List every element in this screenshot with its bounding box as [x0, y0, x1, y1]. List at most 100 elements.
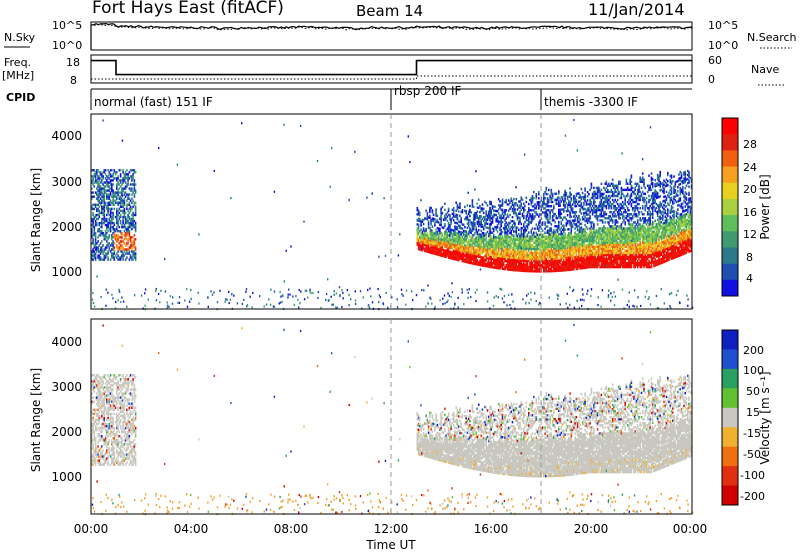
power-cell [99, 187, 102, 190]
power-cell [515, 232, 518, 235]
power-cell [518, 228, 520, 232]
power-cell [454, 243, 456, 247]
power-cell [132, 236, 134, 239]
power-cell [103, 195, 106, 198]
power-cell [422, 243, 425, 246]
power-cell [98, 254, 101, 257]
power-cell [439, 241, 441, 245]
power-cell [126, 217, 128, 221]
power-cell [129, 244, 132, 247]
power-cell [123, 234, 126, 237]
power-cell [479, 249, 481, 252]
power-cell [431, 211, 434, 214]
power-cell [505, 217, 507, 220]
power-cell [98, 223, 101, 227]
power-cell [465, 260, 467, 264]
power-cell [441, 212, 444, 215]
power-cell [431, 231, 434, 234]
power-cell [528, 209, 530, 212]
power-cell [475, 238, 477, 241]
power-cell [535, 260, 538, 263]
power-cell [436, 243, 439, 246]
power-cell [116, 217, 118, 221]
power-cell [513, 210, 515, 213]
power-cell [630, 184, 633, 187]
power-cell [132, 258, 134, 261]
power-cell [133, 240, 136, 243]
power-cell [529, 255, 531, 259]
power-cell [104, 236, 107, 239]
power-cell [523, 259, 525, 262]
power-cell [511, 256, 514, 259]
power-cell [529, 257, 531, 261]
power-cell [510, 232, 512, 235]
cpid-segment-rbsp: rbsp 200 IF [394, 84, 461, 98]
power-cell [506, 256, 509, 259]
power-cell [531, 201, 534, 204]
power-cell [529, 251, 531, 255]
power-cell [477, 261, 480, 264]
power-cell [586, 195, 589, 198]
power-cell [460, 255, 462, 258]
power-cell [466, 246, 469, 250]
power-cell [529, 245, 531, 248]
power-cell [94, 252, 97, 255]
power-cell [108, 177, 111, 180]
power-cell [515, 228, 518, 231]
power-cell [494, 213, 496, 217]
power-cell [119, 246, 122, 249]
power-cell [113, 258, 116, 261]
power-cell [99, 177, 102, 180]
power-cell [530, 201, 533, 204]
power-cell [440, 221, 442, 225]
power-cell [94, 240, 97, 243]
power-cell [511, 207, 514, 211]
power-cell [96, 193, 98, 196]
power-cell [571, 203, 574, 206]
power-cell [421, 236, 424, 240]
power-cell [432, 238, 435, 241]
power-cell [460, 227, 462, 230]
power-cell [520, 253, 523, 256]
power-cell [500, 259, 502, 262]
power-cell [129, 223, 132, 227]
power-cell [91, 232, 93, 235]
power-cell [416, 233, 419, 236]
power-cell [533, 259, 535, 263]
power-cell [116, 238, 118, 241]
power-cell [99, 258, 102, 261]
power-cell [499, 267, 501, 270]
power-cell [513, 246, 515, 249]
power-cell [476, 216, 479, 219]
power-cell [472, 219, 475, 223]
power-cell [491, 247, 494, 251]
power-cell [523, 247, 525, 250]
power-cell [103, 203, 106, 206]
power-cell [492, 250, 495, 253]
power-cell [133, 193, 136, 196]
power-cell [496, 216, 499, 219]
power-cell [124, 217, 127, 221]
power-cell [531, 251, 534, 255]
power-cell [461, 241, 464, 244]
power-cell [474, 254, 476, 257]
power-cell [494, 248, 496, 251]
power-cell [128, 258, 131, 261]
power-cell [455, 227, 457, 231]
power-cell [114, 191, 117, 194]
power-cell [92, 213, 94, 217]
power-cell [435, 236, 437, 240]
power-cell [426, 248, 429, 251]
power-cell [444, 241, 446, 244]
power-cell [127, 219, 129, 223]
power-cell [621, 192, 624, 196]
power-cell [420, 220, 422, 223]
power-cell [535, 213, 538, 216]
power-cell [111, 201, 113, 204]
power-cell [502, 214, 505, 218]
power-cell [96, 217, 98, 221]
power-cell [128, 225, 131, 229]
power-cell [107, 203, 109, 206]
power-cell [121, 189, 123, 192]
power-cell [515, 242, 518, 246]
